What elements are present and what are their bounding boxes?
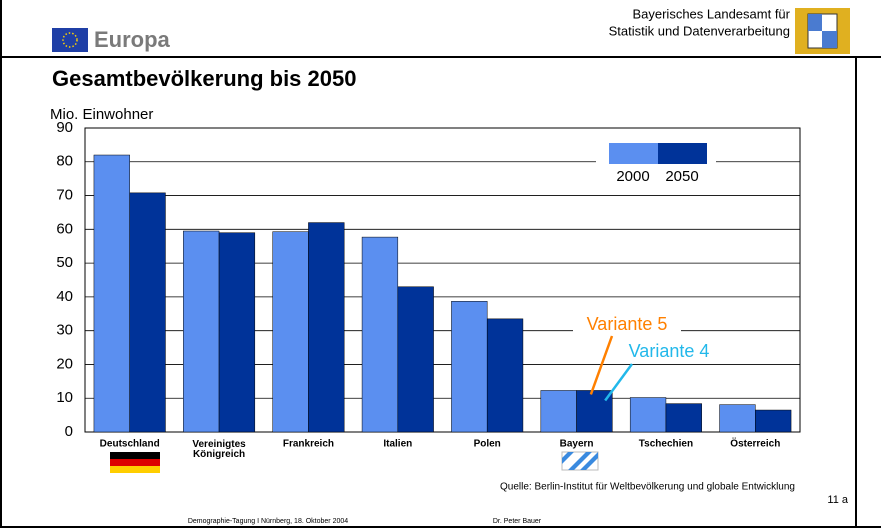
y-tick-label: 0 [65,423,73,440]
legend-swatch [658,143,707,164]
y-tick-label: 80 [56,153,73,170]
x-tick-label: Italien [383,439,412,450]
annotation: Variante 4 [629,341,710,361]
bar [719,404,756,433]
bar [451,301,488,433]
x-tick-label: Polen [474,439,501,450]
eu-stars [62,32,78,48]
legend-label: 2000 [616,168,649,185]
annotation-arrow [604,363,634,402]
y-tick-label: 70 [56,187,73,204]
x-tick-label: Deutschland [100,439,160,450]
y-tick-label: 10 [56,389,73,406]
bar [93,154,130,433]
x-tick-label: Vereinigtes Königreich [192,439,246,460]
plot-frame [84,127,801,433]
source: Quelle: Berlin-Institut für Weltbevölker… [500,482,795,493]
y-tick-label: 20 [56,355,73,372]
bavarian-flag [561,451,599,471]
chart-title: Gesamtbevölkerung bis 2050 [52,66,356,91]
bar [361,236,399,433]
bar [540,390,577,433]
x-tick-label: Österreich [730,437,780,450]
bar [218,232,256,433]
institute: Statistik und Datenverarbeitung [609,23,790,38]
german-flag [110,452,160,473]
bar [755,409,792,433]
bar [665,403,702,433]
author: Dr. Peter Bauer [493,518,542,525]
annotation-arrow [589,335,614,395]
brand: Europa [94,27,171,52]
y-axis-label: Mio. Einwohner [50,106,153,123]
y-tick-label: 40 [56,288,73,305]
eu-flag [52,28,88,52]
bar [486,318,524,433]
bar [308,222,345,433]
x-tick-label: Tschechien [639,439,693,450]
x-tick-label: Frankreich [283,439,334,450]
bar [272,231,309,433]
legend-label: 2050 [665,168,698,185]
coat-field [808,14,837,48]
bar [629,397,667,433]
bar [183,230,220,433]
x-tick-label: Bayern [560,439,594,450]
page-number: 11 a [827,494,848,506]
annotation-bg [615,341,723,363]
y-tick-label: 50 [56,254,73,271]
bar [397,286,434,433]
event: Demographie-Tagung I Nürnberg, 18. Oktob… [188,518,348,525]
y-tick-label: 90 [56,119,73,136]
y-tick-label: 30 [56,322,73,339]
institute: Bayerisches Landesamt für [632,6,790,21]
y-tick-label: 60 [56,220,73,237]
annotation: Variante 5 [587,314,668,334]
bar [129,192,166,433]
annotation-bg [573,314,681,336]
legend-swatch [609,143,658,164]
